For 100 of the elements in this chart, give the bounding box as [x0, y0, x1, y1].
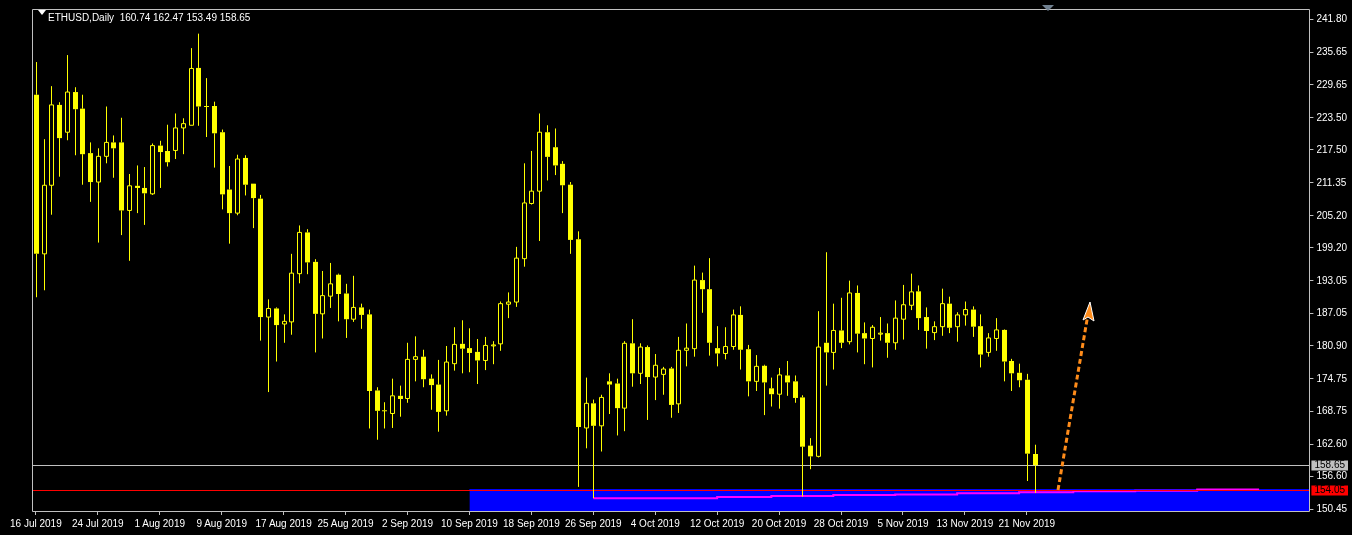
x-tick-label: 10 Sep 2019: [441, 517, 499, 529]
candlestick: [297, 224, 302, 284]
y-tick-label: 156.60: [1316, 469, 1348, 481]
candlestick: [1017, 363, 1022, 388]
chart-title: ETHUSD,Daily 160.74 162.47 153.49 158.65: [48, 11, 251, 23]
y-tick-label: 168.75: [1316, 404, 1348, 416]
candlestick: [73, 86, 78, 156]
x-tick-label: 18 Sep 2019: [502, 517, 561, 529]
candlestick: [506, 291, 511, 319]
candlestick: [707, 257, 712, 357]
candlestick: [862, 321, 867, 365]
y-tick-label: 223.50: [1316, 111, 1348, 123]
candlestick: [824, 251, 829, 387]
ref-line-label: 158.65: [1314, 459, 1346, 471]
candlestick: [444, 345, 449, 417]
candlestick: [460, 319, 465, 374]
candlestick: [96, 147, 101, 244]
y-tick-label: 241.80: [1316, 13, 1348, 25]
candlestick: [65, 54, 70, 141]
candlestick: [405, 342, 410, 404]
y-tick-label: 217.50: [1316, 143, 1348, 155]
candlestick: [1002, 329, 1007, 382]
candlestick: [940, 288, 945, 337]
candlestick: [785, 360, 790, 397]
candlestick: [258, 194, 263, 342]
candlestick: [289, 253, 294, 336]
candlestick: [684, 322, 689, 367]
candlestick: [932, 320, 937, 341]
x-tick-label: 17 Aug 2019: [255, 517, 313, 529]
candlestick: [638, 342, 643, 385]
candlestick: [49, 85, 54, 216]
candlestick: [893, 299, 898, 351]
candlestick: [568, 181, 573, 255]
candlestick: [855, 284, 860, 353]
candlestick: [560, 160, 565, 214]
candlestick: [313, 258, 318, 353]
candlestick: [1009, 358, 1014, 392]
y-tick-label: 205.20: [1316, 209, 1348, 221]
candlestick: [529, 150, 534, 204]
candlestick: [150, 142, 155, 195]
candlestick: [227, 165, 232, 245]
candlestick: [359, 303, 364, 330]
candlestick: [204, 77, 209, 138]
y-tick-label: 235.65: [1316, 46, 1348, 58]
candlestick: [537, 112, 542, 242]
candlestick: [576, 230, 581, 488]
candlestick: [746, 344, 751, 397]
candlestick: [715, 325, 720, 367]
candlestick: [839, 297, 844, 349]
candlestick: [901, 284, 906, 341]
candlestick: [375, 386, 380, 441]
candlestick: [947, 296, 952, 334]
candlestick: [870, 324, 875, 368]
candlestick: [777, 367, 782, 410]
candlestick: [916, 284, 921, 331]
candlestick: [800, 394, 805, 498]
candlestick: [111, 134, 116, 179]
candlestick: [878, 316, 883, 342]
y-tick-label: 193.05: [1316, 274, 1348, 286]
candlestick: [661, 366, 666, 396]
ref-line-label: 154.05: [1314, 484, 1346, 496]
candlestick: [630, 318, 635, 388]
candlestick: [885, 322, 890, 359]
candlestick: [173, 112, 178, 160]
candlestick: [57, 101, 62, 178]
candlestick: [545, 124, 550, 181]
candlestick: [622, 340, 627, 432]
y-tick-label: 180.90: [1316, 339, 1348, 351]
candlestick: [831, 303, 836, 371]
candlestick: [158, 140, 163, 189]
candlestick: [34, 61, 39, 298]
candlestick: [599, 394, 604, 453]
candlestick: [676, 336, 681, 414]
candlestick: [1033, 444, 1038, 494]
candlestick: [266, 298, 271, 393]
candlestick: [483, 336, 488, 371]
y-tick-label: 162.60: [1316, 437, 1348, 449]
candlestick: [80, 94, 85, 186]
candlestick: [816, 310, 821, 457]
candlestick: [808, 437, 813, 470]
candlestick: [142, 166, 147, 226]
candlestick: [1025, 373, 1030, 482]
candlestick: [769, 377, 774, 408]
candlestick: [243, 154, 248, 196]
candlestick: [924, 306, 929, 350]
candlestick: [351, 275, 356, 323]
x-tick-label: 4 Oct 2019: [630, 517, 681, 529]
candlestick: [282, 313, 287, 344]
x-tick-label: 20 Oct 2019: [751, 517, 807, 529]
candlestick: [390, 378, 395, 429]
candlestick: [429, 373, 434, 411]
x-tick-label: 28 Oct 2019: [813, 517, 869, 529]
x-tick-label: 12 Oct 2019: [689, 517, 745, 529]
candlestick: [645, 344, 650, 421]
candlestick: [669, 366, 674, 419]
candlestick: [971, 305, 976, 338]
candlestick: [754, 354, 759, 392]
candlestick: [251, 183, 256, 229]
candlestick: [452, 326, 457, 372]
candlestick: [181, 117, 186, 155]
